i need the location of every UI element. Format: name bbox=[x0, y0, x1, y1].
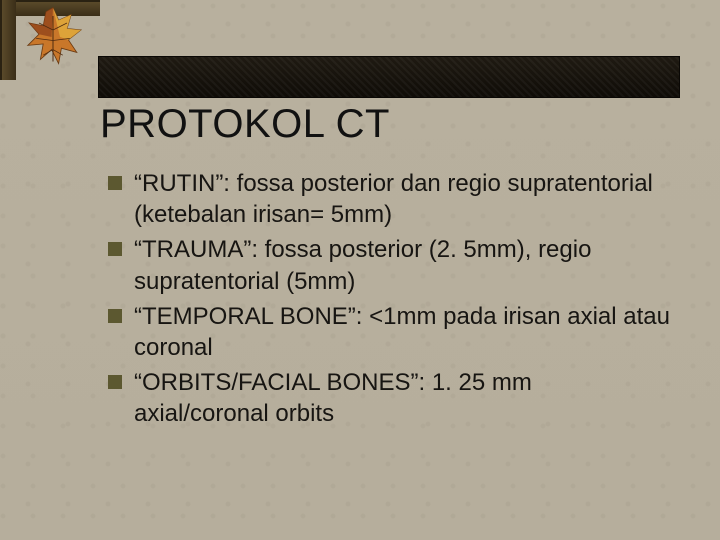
square-bullet-icon bbox=[108, 309, 122, 323]
list-item-text: “TEMPORAL BONE”: <1mm pada irisan axial … bbox=[134, 301, 672, 363]
list-item-text: “RUTIN”: fossa posterior dan regio supra… bbox=[134, 168, 672, 230]
slide-title: PROTOKOL CT bbox=[100, 102, 390, 147]
square-bullet-icon bbox=[108, 176, 122, 190]
list-item: “TEMPORAL BONE”: <1mm pada irisan axial … bbox=[108, 301, 672, 363]
list-item: “ORBITS/FACIAL BONES”: 1. 25 mm axial/co… bbox=[108, 367, 672, 429]
list-item-text: “TRAUMA”: fossa posterior (2. 5mm), regi… bbox=[134, 234, 672, 296]
title-decor-band bbox=[98, 56, 680, 98]
square-bullet-icon bbox=[108, 375, 122, 389]
square-bullet-icon bbox=[108, 242, 122, 256]
bullet-list: “RUTIN”: fossa posterior dan regio supra… bbox=[108, 168, 672, 434]
corner-ornament-stem bbox=[0, 0, 16, 80]
list-item-text: “ORBITS/FACIAL BONES”: 1. 25 mm axial/co… bbox=[134, 367, 672, 429]
list-item: “TRAUMA”: fossa posterior (2. 5mm), regi… bbox=[108, 234, 672, 296]
list-item: “RUTIN”: fossa posterior dan regio supra… bbox=[108, 168, 672, 230]
